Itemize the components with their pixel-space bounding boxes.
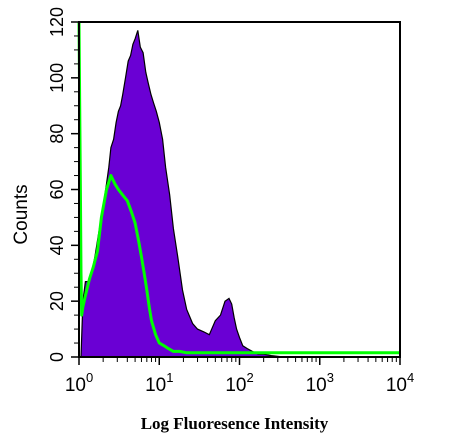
x-tick-label: 100 [65,370,93,396]
x-tick-label: 101 [145,370,173,396]
y-tick-label: 40 [47,235,67,255]
series-layer [77,21,400,358]
x-tick-label: 104 [386,370,414,396]
ticks-layer: 100 101 102 103 104 0 20 40 60 80 100 120 [47,7,414,396]
y-tick-label: 20 [47,291,67,311]
x-tick-label: 103 [306,370,334,396]
x-tick-label: 102 [225,370,253,396]
y-tick-label: 120 [47,7,67,37]
y-tick-label: 60 [47,179,67,199]
y-tick-label: 80 [47,124,67,144]
outline-histogram-series [77,21,400,355]
y-tick-label: 100 [47,63,67,93]
y-axis-title: Counts [11,184,32,244]
filled-histogram-series [80,30,400,358]
y-tick-label: 0 [47,352,67,362]
x-axis-title: Log Fluoresence Intensity [141,414,329,433]
